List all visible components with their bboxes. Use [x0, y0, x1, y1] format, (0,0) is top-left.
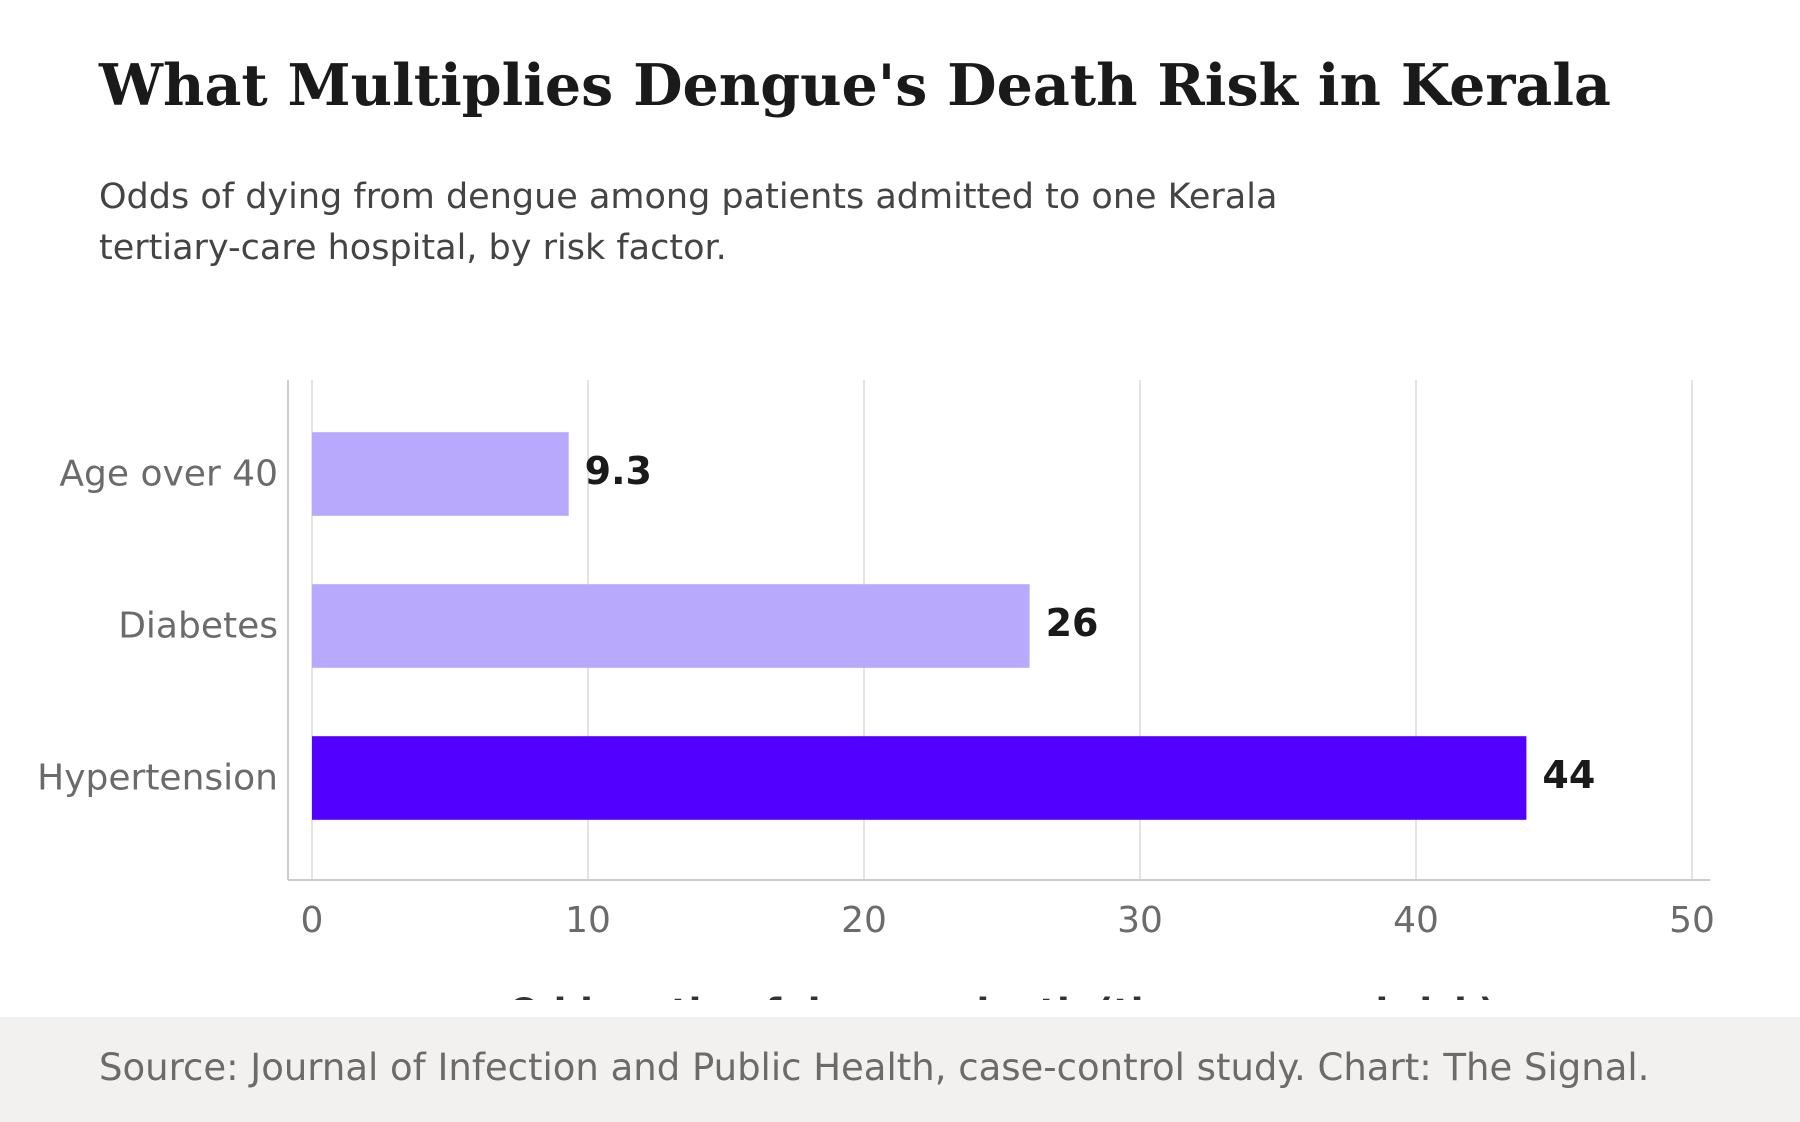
bar-chart: Age over 40 9.3 Diabetes 26 Hypertension 44 0 1… [37, 380, 1715, 1000]
data-label: 9.3 [585, 449, 652, 493]
chart-title: What Multiplies Dengue's Death Risk in K… [99, 52, 1611, 119]
x-tick-label: 0 [301, 900, 324, 941]
source-footer: Source: Journal of Infection and Public … [0, 1017, 1800, 1122]
chart-subtitle: Odds of dying from dengue among patients… [99, 177, 1278, 268]
x-tick-label: 50 [1669, 900, 1715, 941]
category-label: Hypertension [37, 758, 278, 799]
x-tick-label: 10 [565, 900, 611, 941]
bar [312, 736, 1527, 820]
x-tick-label: 30 [1117, 900, 1163, 941]
source-note: Source: Journal of Infection and Public … [99, 1046, 1650, 1089]
x-axis-title: Odds ratio of dengue death (times normal… [508, 991, 1495, 1000]
x-tick-label: 40 [1393, 900, 1439, 941]
category-label: Diabetes [118, 606, 278, 647]
data-label: 44 [1542, 753, 1595, 797]
data-label: 26 [1046, 601, 1099, 645]
bar [312, 432, 569, 516]
category-label: Age over 40 [59, 454, 278, 495]
x-tick-label: 20 [841, 900, 887, 941]
bar [312, 584, 1030, 668]
